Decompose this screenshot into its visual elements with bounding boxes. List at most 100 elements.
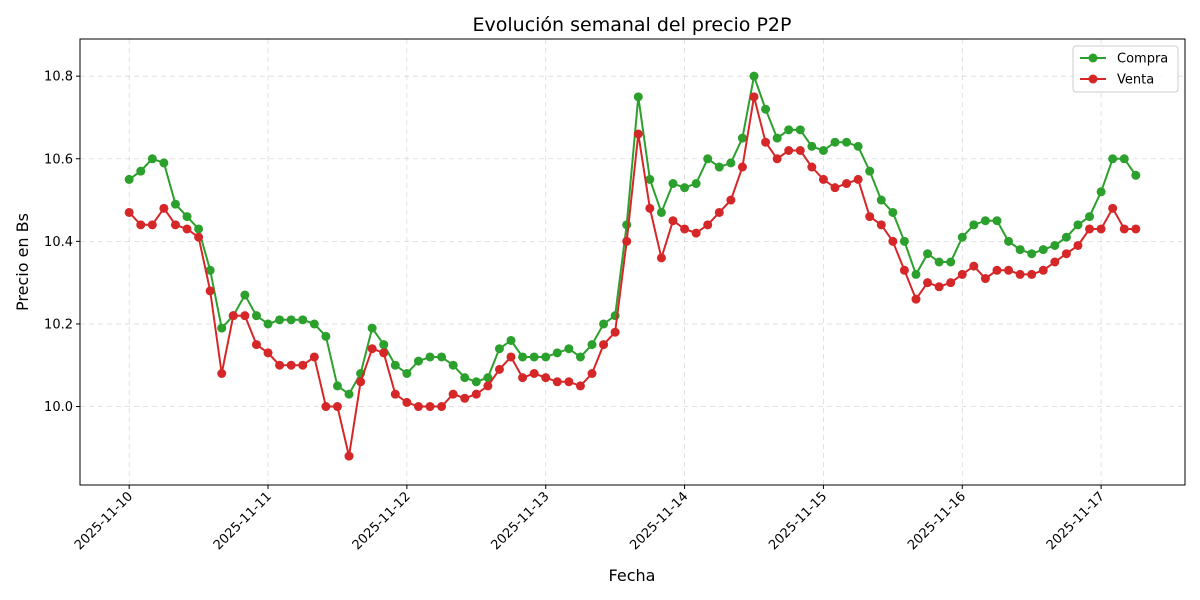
- data-point: [286, 315, 296, 325]
- series-line-venta: [128, 96, 1136, 457]
- data-point: [136, 166, 146, 176]
- data-point: [795, 146, 805, 155]
- data-point: [992, 216, 1002, 226]
- data-point: [807, 141, 817, 151]
- data-point: [749, 71, 759, 81]
- data-point: [957, 232, 967, 242]
- axes: 10.0 10.2 10.4 10.6 10.8 2025-11-10 2025-11-11…: [44, 70, 1108, 554]
- data-point: [448, 360, 458, 370]
- data-point: [356, 377, 366, 387]
- data-point: [437, 402, 447, 412]
- legend-marker: [1088, 74, 1098, 84]
- data-point: [136, 220, 146, 230]
- data-point: [286, 360, 296, 370]
- data-point: [691, 179, 701, 189]
- data-point: [402, 397, 412, 407]
- data-point: [483, 373, 493, 383]
- data-point: [425, 352, 435, 362]
- data-point: [992, 265, 1002, 275]
- data-point: [934, 257, 944, 267]
- grid: [80, 39, 1185, 485]
- data-point: [599, 319, 609, 329]
- data-point: [923, 278, 933, 288]
- data-point: [251, 311, 261, 321]
- data-point: [876, 195, 886, 205]
- data-point: [1061, 232, 1071, 242]
- data-point: [1131, 170, 1141, 180]
- data-point: [448, 389, 458, 399]
- data-point: [784, 146, 794, 155]
- plot-frame: [79, 38, 1186, 486]
- data-point: [1073, 240, 1083, 250]
- data-point: [1061, 249, 1071, 259]
- data-point: [842, 179, 852, 189]
- data-point: [876, 220, 886, 230]
- data-point: [865, 166, 875, 176]
- data-point: [1096, 224, 1106, 234]
- data-point: [703, 220, 713, 230]
- legend-marker: [1088, 53, 1098, 63]
- data-point: [1027, 249, 1037, 259]
- data-point: [298, 360, 308, 370]
- data-point: [460, 373, 470, 383]
- data-point: [980, 216, 990, 226]
- data-point: [529, 352, 539, 362]
- legend: Compra Venta: [1072, 45, 1179, 93]
- data-point: [772, 154, 782, 164]
- data-point: [911, 269, 921, 279]
- data-point: [298, 315, 308, 325]
- data-point: [182, 212, 192, 222]
- data-point: [587, 369, 597, 378]
- data-point: [564, 344, 574, 354]
- data-point: [888, 236, 898, 246]
- data-point: [1131, 224, 1141, 234]
- data-point: [633, 129, 643, 139]
- data-point: [656, 207, 666, 217]
- data-point: [494, 344, 504, 354]
- data-point: [1004, 236, 1014, 246]
- data-point: [726, 158, 736, 168]
- data-point: [1004, 265, 1014, 275]
- y-tick-label: 10.6: [44, 152, 73, 167]
- legend-label: Venta: [1117, 73, 1154, 88]
- data-point: [182, 224, 192, 234]
- series-compra: [124, 71, 1141, 399]
- data-point: [263, 319, 273, 329]
- data-point: [668, 179, 678, 189]
- data-point: [552, 377, 562, 387]
- data-point: [379, 348, 389, 358]
- data-point: [275, 360, 285, 370]
- data-point: [541, 373, 551, 383]
- data-point: [344, 451, 354, 461]
- data-point: [853, 141, 863, 151]
- data-point: [564, 377, 574, 387]
- data-point: [1108, 154, 1118, 164]
- data-point: [194, 224, 204, 234]
- data-point: [1073, 220, 1083, 230]
- data-point: [957, 269, 967, 279]
- data-point: [367, 344, 377, 354]
- data-point: [541, 352, 551, 362]
- data-point: [309, 319, 319, 329]
- data-point: [205, 286, 215, 296]
- data-point: [552, 348, 562, 358]
- data-point: [471, 389, 481, 399]
- data-point: [390, 360, 400, 370]
- data-point: [240, 290, 250, 300]
- data-point: [610, 327, 620, 337]
- data-point: [460, 393, 470, 403]
- data-point: [575, 381, 585, 391]
- data-point: [309, 352, 319, 362]
- data-point: [147, 154, 157, 164]
- data-point: [124, 207, 134, 217]
- data-point: [575, 352, 585, 362]
- data-point: [1038, 265, 1048, 275]
- data-point: [714, 207, 724, 217]
- data-point: [228, 311, 238, 321]
- data-point: [818, 146, 828, 155]
- data-point: [923, 249, 933, 259]
- data-point: [147, 220, 157, 230]
- data-point: [645, 174, 655, 184]
- data-point: [1038, 245, 1048, 255]
- data-point: [934, 282, 944, 292]
